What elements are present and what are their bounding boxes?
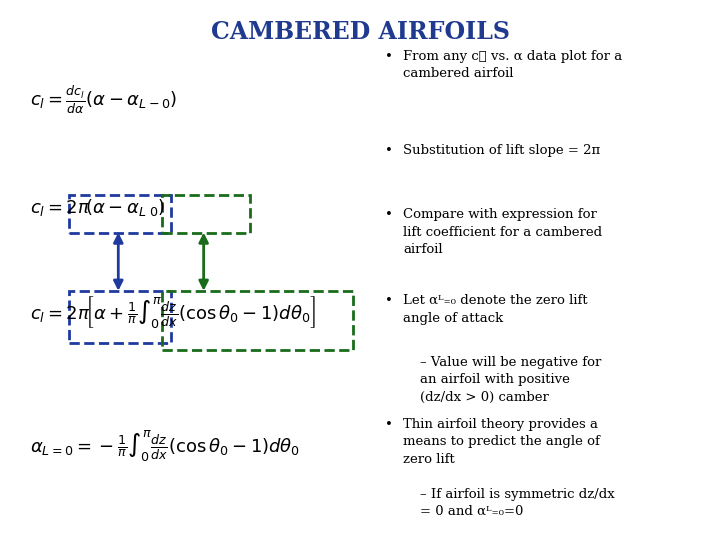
Text: •: • (385, 50, 393, 63)
Text: •: • (385, 144, 393, 157)
Text: •: • (385, 294, 393, 307)
Text: Substitution of lift slope = 2π: Substitution of lift slope = 2π (403, 144, 600, 157)
Text: – If airfoil is symmetric dz/dx
= 0 and αᴸ₌₀=0: – If airfoil is symmetric dz/dx = 0 and … (420, 488, 614, 518)
Text: $c_l = 2\pi\!\left(\alpha - \alpha_{L\ 0}\right)$: $c_l = 2\pi\!\left(\alpha - \alpha_{L\ 0… (30, 198, 166, 219)
Text: Thin airfoil theory provides a
means to predict the angle of
zero lift: Thin airfoil theory provides a means to … (403, 418, 600, 465)
Text: CAMBERED AIRFOILS: CAMBERED AIRFOILS (210, 20, 510, 44)
Text: $\alpha_{L=0} = -\frac{1}{\pi}\int_0^{\pi}\frac{dz}{dx}\left(\cos\theta_0 - 1\ri: $\alpha_{L=0} = -\frac{1}{\pi}\int_0^{\p… (30, 428, 300, 463)
Text: Compare with expression for
lift coefficient for a cambered
airfoil: Compare with expression for lift coeffic… (403, 208, 602, 256)
Text: Let αᴸ₌₀ denote the zero lift
angle of attack: Let αᴸ₌₀ denote the zero lift angle of a… (403, 294, 588, 325)
Text: $c_l = 2\pi\!\left[\alpha + \frac{1}{\pi}\int_0^{\pi}\frac{dz}{dx}\left(\cos\the: $c_l = 2\pi\!\left[\alpha + \frac{1}{\pi… (30, 294, 316, 330)
Text: •: • (385, 208, 393, 221)
Text: $c_l = \frac{dc_l}{d\alpha}\left(\alpha - \alpha_{L-0}\right)$: $c_l = \frac{dc_l}{d\alpha}\left(\alpha … (30, 85, 177, 117)
Text: From any cℓ vs. α data plot for a
cambered airfoil: From any cℓ vs. α data plot for a camber… (403, 50, 622, 80)
Text: – Value will be negative for
an airfoil with positive
(dz/dx > 0) camber: – Value will be negative for an airfoil … (420, 356, 601, 404)
Text: •: • (385, 418, 393, 431)
